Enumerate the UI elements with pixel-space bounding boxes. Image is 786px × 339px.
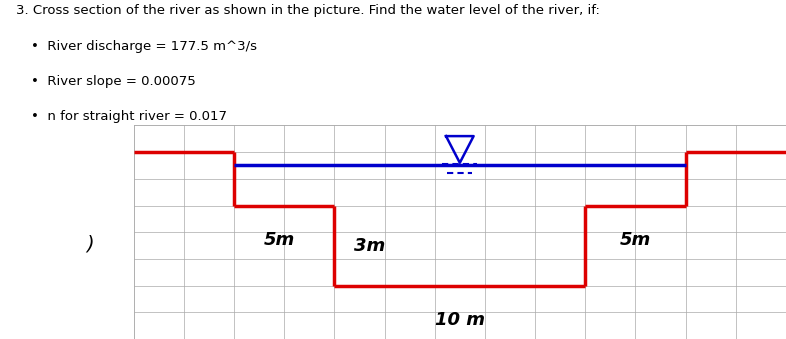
Text: •  n for straight river = 0.017: • n for straight river = 0.017 (31, 111, 227, 123)
Text: 5m: 5m (620, 231, 651, 249)
Text: 3m: 3m (354, 237, 386, 255)
Text: 10 m: 10 m (435, 311, 485, 329)
Text: 5m: 5m (263, 231, 295, 249)
Text: •  River slope = 0.00075: • River slope = 0.00075 (31, 75, 196, 88)
Text: •  River discharge = 177.5 m^3/s: • River discharge = 177.5 m^3/s (31, 40, 258, 53)
Text: 3. Cross section of the river as shown in the picture. Find the water level of t: 3. Cross section of the river as shown i… (16, 4, 600, 17)
Text: ): ) (86, 235, 94, 254)
